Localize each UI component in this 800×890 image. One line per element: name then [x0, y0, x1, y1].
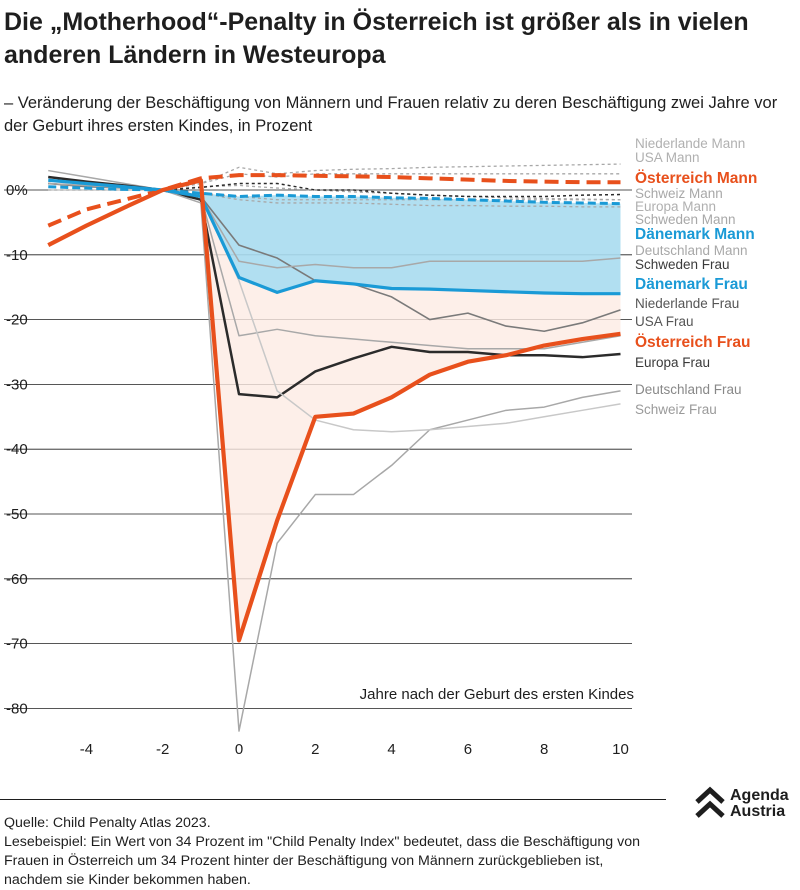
x-tick-label-2: 2 [311, 741, 319, 758]
gap-band-daenemark [200, 193, 621, 294]
x-tick-label-10: 10 [612, 741, 629, 758]
x-tick-label-4: -4 [80, 741, 93, 758]
x-tick-label-0: 0 [235, 741, 243, 758]
footer: Quelle: Child Penalty Atlas 2023. Lesebe… [4, 814, 664, 890]
series-line-oesterreich-mann [47, 173, 621, 228]
series-label-niederlande-frau: Niederlande Frau [635, 296, 739, 311]
y-tick-label-20: -20 [6, 312, 28, 329]
series-line-daenemark-frau [48, 178, 621, 296]
x-tick-label-6: 6 [464, 741, 472, 758]
series-label-oesterreich-mann: Österreich Mann [635, 170, 757, 187]
series-label-usa-frau: USA Frau [635, 314, 694, 329]
footer-divider [0, 799, 666, 800]
series-label-deutschland-frau: Deutschland Frau [635, 382, 742, 397]
series-label-niederlande-mann: Niederlande Mann [635, 136, 745, 151]
x-axis-label: Jahre nach der Geburt des ersten Kindes [360, 686, 634, 703]
agenda-austria-logo: Agenda Austria [694, 786, 800, 822]
series-line-oesterreich-frau [47, 178, 621, 643]
series-label-schweden-frau: Schweden Frau [635, 257, 730, 272]
chart-subtitle: – Veränderung der Beschäftigung von Männ… [4, 94, 778, 135]
line-chart: 0%-10-20-30-40-50-60-70-80-4 -2 0 2 4 6 8 10Jah… [4, 136, 757, 758]
y-tick-label-10: -10 [6, 247, 28, 264]
series-line-usa-mann [48, 173, 621, 191]
x-tick-label-2: -2 [156, 741, 169, 758]
y-tick-label-50: -50 [6, 506, 28, 523]
y-tick-label-30: -30 [6, 376, 28, 393]
chevron-up-logo-icon [695, 786, 725, 818]
logo-line-2: Austria [730, 803, 786, 820]
series-label-schweden-mann: Schweden Mann [635, 212, 736, 227]
y-tick-label-70: -70 [6, 636, 28, 653]
gap-band-oesterreich [200, 180, 621, 641]
x-tick-label-8: 8 [540, 741, 548, 758]
y-tick-label-80: -80 [6, 700, 28, 717]
x-tick-label-4: 4 [387, 741, 395, 758]
logo-line-1: Agenda [730, 787, 789, 804]
source-note: Quelle: Child Penalty Atlas 2023. [4, 815, 211, 831]
series-label-europa-mann: Europa Mann [635, 199, 716, 214]
series-label-schweiz-mann: Schweiz Mann [635, 186, 723, 201]
series-label-daenemark-frau: Dänemark Frau [635, 276, 748, 293]
y-tick-label-0: 0% [6, 182, 28, 199]
series-line-schweiz-frau [48, 189, 621, 433]
series-line-niederlande-mann [48, 163, 621, 191]
y-tick-label-40: -40 [6, 441, 28, 458]
chart-title: Die „Motherhood“-Penalty in Österreich i… [4, 8, 749, 69]
series-label-oesterreich-frau: Österreich Frau [635, 334, 750, 351]
series-label-europa-frau: Europa Frau [635, 355, 710, 370]
reading-example-note: Lesebeispiel: Ein Wert von 34 Prozent im… [4, 834, 641, 888]
series-label-deutschland-mann: Deutschland Mann [635, 243, 748, 258]
series-label-schweiz-frau: Schweiz Frau [635, 402, 717, 417]
series-label-usa-mann: USA Mann [635, 150, 700, 165]
series-label-daenemark-mann: Dänemark Mann [635, 226, 755, 243]
y-tick-label-60: -60 [6, 571, 28, 588]
